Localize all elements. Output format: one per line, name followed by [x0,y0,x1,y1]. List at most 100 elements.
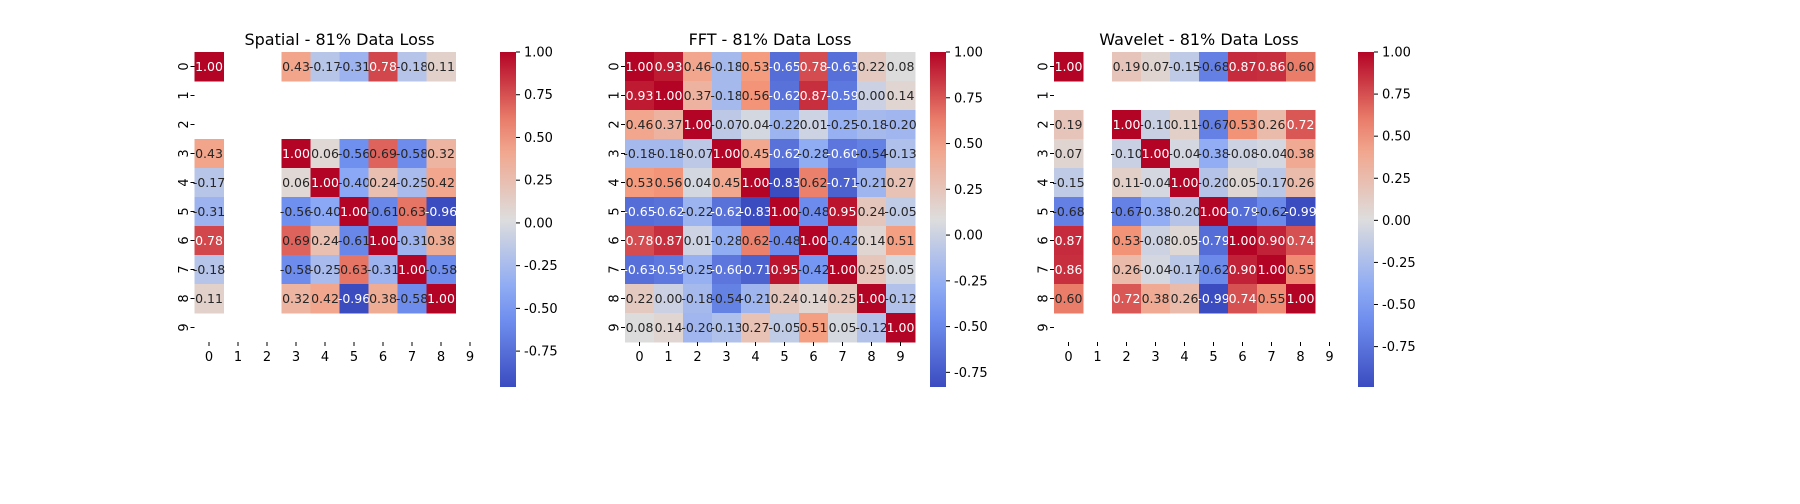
cell-value-label: 0.05 [1171,233,1199,248]
cell-value-label: 1.00 [800,233,828,248]
heatmap-cell [1141,168,1171,198]
heatmap-cell [625,81,655,111]
heatmap-cell [281,52,311,82]
x-tick-label: 2 [693,350,701,365]
heatmap-cell [310,139,340,169]
heatmap-cell [194,255,224,285]
colorbar-tick-label: -0.25 [1382,256,1416,271]
cell-value-label: 0.19 [1055,117,1083,132]
cell-value-label: 1.00 [626,59,654,74]
heatmap-cell [857,110,887,140]
cell-value-label: 0.63 [340,262,368,277]
cell-value-label: 0.55 [1287,262,1315,277]
cell-value-label: -0.18 [855,117,887,132]
cell-value-label: 0.56 [655,175,683,190]
heatmap-cell [857,139,887,169]
heatmap-cell [886,255,916,285]
cell-value-label: 0.53 [626,175,654,190]
heatmap-cell [857,313,887,343]
cell-value-label: -0.63 [623,262,655,277]
heatmap-cell [828,284,858,314]
cell-value-label: -0.68 [1197,59,1229,74]
heatmap-cell [426,168,456,198]
heatmap-cell [654,110,684,140]
heatmap-cell [1170,52,1200,82]
heatmap-cell [857,81,887,111]
heatmap-cell [741,197,771,227]
cell-value-label: 0.24 [771,291,799,306]
y-tick-label: 0 [608,62,623,70]
heatmap-cell [712,81,742,111]
colorbar-tick-label: 1.00 [1382,46,1411,61]
heatmap-cell [281,139,311,169]
cell-value-label: 0.11 [195,291,223,306]
cell-value-label: 1.00 [1258,262,1286,277]
cell-value-label: -0.18 [623,146,655,161]
heatmap-cell [426,226,456,256]
colorbar-tick-label: 0.75 [1382,88,1411,103]
cell-value-label: -0.21 [855,175,887,190]
heatmap-cell [1199,168,1229,198]
cell-value-label: 1.00 [713,146,741,161]
heatmap-cell [339,255,369,285]
cell-value-label: -0.58 [425,262,457,277]
heatmap-cell [1054,284,1084,314]
heatmap-cell [310,226,340,256]
cell-value-label: -0.62 [1255,204,1287,219]
cell-value-label: -0.22 [768,117,800,132]
cell-value-label: 1.00 [1287,291,1315,306]
heatmap-cell [741,139,771,169]
cell-value-label: 0.22 [858,59,886,74]
cell-value-label: 0.78 [800,59,828,74]
cell-value-label: 0.37 [684,88,712,103]
cell-value-label: -0.21 [739,291,771,306]
cell-value-label: -0.18 [396,59,428,74]
heatmap-cell [625,197,655,227]
colorbar-tick-label: -0.75 [954,366,988,381]
heatmap-cell [397,226,427,256]
y-tick-label: 1 [608,91,623,99]
heatmap-cell [1112,255,1142,285]
cell-value-label: 0.63 [398,204,426,219]
y-tick-label: 3 [177,149,192,157]
cell-value-label: -0.22 [681,204,713,219]
colorbar-tick-label: -0.50 [954,320,988,335]
y-tick-label: 4 [1037,178,1052,186]
heatmap-cell [1257,284,1287,314]
cell-value-label: 0.53 [742,59,770,74]
cell-value-label: 0.38 [1142,291,1170,306]
heatmap-cell [741,284,771,314]
cell-value-label: 0.95 [771,262,799,277]
cell-value-label: -0.31 [367,262,399,277]
x-tick-label: 7 [1267,350,1275,365]
colorbar-tick-label: 0.25 [1382,172,1411,187]
heatmap-cell [1228,52,1258,82]
cell-value-label: -0.38 [1197,146,1229,161]
heatmap-cell [397,255,427,285]
cell-value-label: 0.32 [282,291,310,306]
cell-value-label: -0.99 [1284,204,1316,219]
heatmap-cell [828,52,858,82]
cell-value-label: -0.40 [309,204,341,219]
cell-value-label: -0.04 [1255,146,1287,161]
cell-value-label: 0.87 [1229,59,1257,74]
heatmap-cell [712,52,742,82]
cell-value-label: -0.10 [1139,117,1171,132]
heatmap-cell [741,313,771,343]
heatmap-cell [1257,52,1287,82]
x-tick-label: 0 [205,350,213,365]
cell-value-label: -0.99 [1197,291,1229,306]
cell-value-label: -0.18 [652,146,684,161]
colorbar-tick-label: -0.25 [524,259,558,274]
cell-value-label: -0.60 [826,146,858,161]
heatmap-cell [828,168,858,198]
cell-value-label: 0.11 [427,59,455,74]
cell-value-label: 1.00 [195,59,223,74]
heatmap-cell [1286,284,1316,314]
colorbar-gradient [500,52,516,387]
heatmap-cell [712,139,742,169]
heatmap-cell [770,197,800,227]
cell-value-label: 0.53 [1229,117,1257,132]
heatmap-cell [683,110,713,140]
cell-value-label: 0.06 [282,175,310,190]
